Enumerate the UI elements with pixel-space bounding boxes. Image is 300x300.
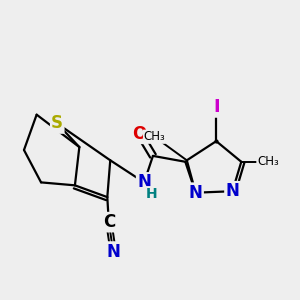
Text: O: O	[133, 125, 147, 143]
Text: N: N	[106, 243, 120, 261]
Text: CH₃: CH₃	[257, 155, 279, 168]
Text: H: H	[146, 187, 157, 201]
Text: S: S	[51, 115, 63, 133]
Text: I: I	[213, 98, 220, 116]
Text: N: N	[226, 182, 239, 200]
Text: CH₃: CH₃	[143, 130, 165, 143]
Text: C: C	[103, 213, 115, 231]
Text: N: N	[189, 184, 202, 202]
Text: N: N	[137, 173, 151, 191]
